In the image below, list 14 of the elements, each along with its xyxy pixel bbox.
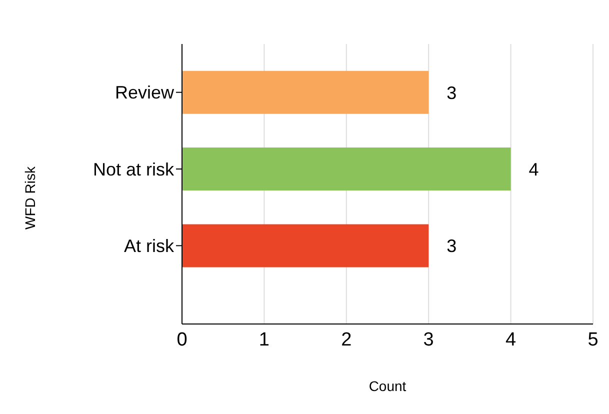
x-tick-label: 4: [506, 329, 517, 350]
y-tick-label: At risk: [124, 236, 175, 256]
y-axis-title: WFD Risk: [22, 166, 38, 230]
x-axis-title: Count: [368, 378, 408, 394]
x-tick-label: 5: [588, 329, 598, 350]
data-label: 3: [446, 236, 457, 256]
data-label: 4: [528, 159, 539, 180]
y-tick-label: Not at risk: [92, 159, 175, 180]
x-tick-label: 3: [423, 329, 434, 350]
y-tick-label: Review: [114, 82, 175, 103]
x-tick-label: 1: [258, 329, 270, 350]
x-tick-label: 0: [176, 329, 188, 350]
data-label: 3: [446, 82, 457, 103]
x-tick-label: 2: [341, 329, 352, 350]
